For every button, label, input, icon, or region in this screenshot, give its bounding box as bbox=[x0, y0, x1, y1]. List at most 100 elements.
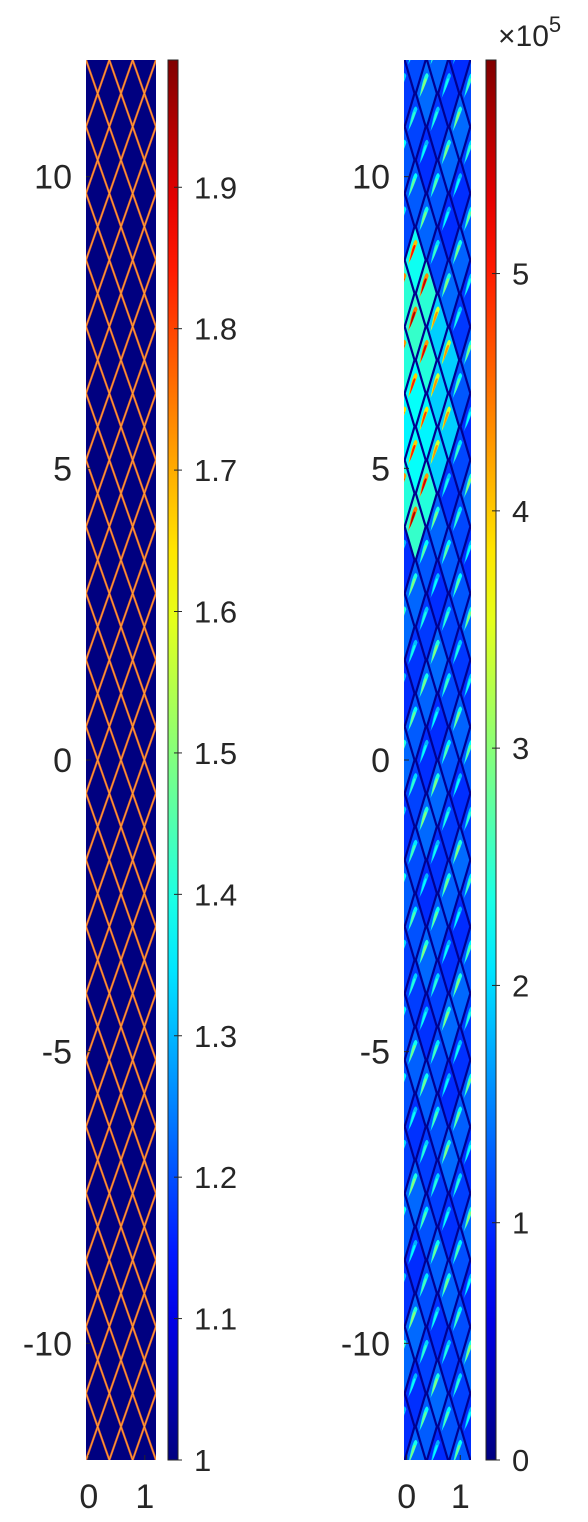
cell-mid bbox=[430, 60, 433, 65]
cell-peak bbox=[387, 378, 393, 395]
cell-mid bbox=[408, 60, 411, 65]
cell-mid bbox=[475, 173, 484, 198]
cell-peak bbox=[404, 1078, 405, 1081]
cell-peak bbox=[443, 1078, 450, 1095]
cell-peak bbox=[454, 778, 461, 795]
cell-base bbox=[416, 728, 436, 792]
cell-peak bbox=[387, 778, 393, 795]
cell-peak bbox=[431, 378, 438, 395]
cell-base bbox=[383, 28, 402, 91]
cell-base bbox=[416, 928, 436, 992]
cell-base bbox=[428, 561, 447, 625]
plot-background bbox=[404, 60, 471, 1460]
cell-base bbox=[416, 461, 436, 525]
cell-peak bbox=[431, 311, 438, 329]
cell-mid bbox=[404, 606, 407, 616]
cell-base bbox=[405, 161, 425, 225]
y-tick-label: 5 bbox=[53, 450, 72, 488]
cell-base bbox=[439, 261, 459, 325]
cell-base bbox=[428, 628, 447, 692]
cell-base bbox=[404, 128, 414, 192]
cell-base bbox=[428, 1361, 447, 1425]
cell-base bbox=[450, 561, 470, 625]
cell-base bbox=[416, 261, 436, 325]
cell-peak bbox=[420, 211, 427, 229]
cell-base bbox=[428, 428, 447, 492]
cell-mid bbox=[475, 1040, 484, 1065]
cell-base bbox=[450, 961, 470, 1025]
cell-base bbox=[383, 1162, 402, 1225]
cell-base bbox=[439, 1195, 459, 1259]
cell-peak bbox=[420, 1011, 427, 1029]
cell-base bbox=[404, 328, 414, 392]
cell-base bbox=[404, 661, 414, 725]
cell-mid bbox=[404, 1406, 407, 1416]
cell-base bbox=[383, 1228, 402, 1291]
cell-base bbox=[428, 295, 447, 359]
cell-peak bbox=[387, 1178, 393, 1195]
cell-mid bbox=[475, 1373, 484, 1398]
cell-base bbox=[416, 595, 436, 659]
y-tick-label: -10 bbox=[341, 1325, 390, 1363]
cell-mid bbox=[475, 240, 484, 265]
cell-peak bbox=[454, 1311, 461, 1329]
cell-base bbox=[405, 1028, 425, 1092]
cell-base bbox=[428, 60, 447, 92]
cell-base bbox=[450, 428, 470, 492]
cell-base bbox=[404, 261, 414, 325]
cell-base bbox=[416, 861, 436, 925]
cell-base bbox=[439, 1395, 459, 1459]
cell-mid bbox=[442, 6, 451, 31]
cell-mid bbox=[404, 1206, 407, 1216]
cell-mid bbox=[475, 373, 484, 398]
cell-base bbox=[461, 461, 471, 525]
cell-mid bbox=[386, 1240, 395, 1265]
cell-mid bbox=[386, 373, 395, 398]
cell-peak bbox=[465, 78, 471, 95]
cell-base bbox=[461, 661, 471, 725]
cell-peak bbox=[404, 1345, 405, 1348]
lattice-lines-highlight bbox=[86, 60, 156, 1460]
cell-base bbox=[404, 395, 414, 459]
cell-base bbox=[450, 361, 470, 425]
cell-peak bbox=[404, 1011, 405, 1014]
cell-peak bbox=[454, 1178, 461, 1195]
cell-base bbox=[450, 95, 470, 159]
cell-base bbox=[461, 1128, 471, 1192]
cell-base bbox=[383, 628, 402, 691]
colorbar-tick-label: 1.3 bbox=[194, 1019, 237, 1054]
cell-peak bbox=[465, 611, 471, 629]
cell-base bbox=[450, 695, 470, 759]
cell-peak bbox=[477, 1312, 483, 1329]
cell-peak bbox=[443, 1144, 450, 1162]
cell-base bbox=[404, 928, 414, 992]
cell-base bbox=[417, 0, 436, 58]
cell-peak bbox=[465, 478, 471, 495]
cell-peak bbox=[443, 1411, 450, 1429]
cell-peak bbox=[443, 744, 450, 762]
cell-base bbox=[404, 861, 414, 925]
cell-mid bbox=[475, 1306, 484, 1331]
cell-mid bbox=[404, 73, 407, 83]
colorbar-tick-label: 1.9 bbox=[194, 170, 237, 205]
cell-peak bbox=[431, 1044, 438, 1062]
cell-peak bbox=[443, 944, 450, 962]
y-tick-label: -5 bbox=[360, 1034, 390, 1072]
cell-peak bbox=[409, 1244, 416, 1262]
cell-peak bbox=[477, 378, 483, 395]
cell-base bbox=[416, 328, 436, 392]
cell-peak bbox=[409, 1044, 416, 1062]
cell-peak bbox=[409, 644, 416, 662]
cell-peak bbox=[420, 1211, 427, 1229]
cell-peak bbox=[420, 1144, 427, 1162]
cell-peak bbox=[409, 1378, 416, 1395]
cell-peak bbox=[454, 711, 461, 729]
cell-peak bbox=[431, 1378, 438, 1395]
cell-peak bbox=[454, 311, 461, 329]
cell-peak bbox=[431, 444, 438, 462]
cell-peak bbox=[443, 811, 450, 829]
cell-peak bbox=[404, 145, 405, 148]
cell-peak bbox=[409, 1111, 416, 1129]
cell-base bbox=[383, 828, 402, 891]
